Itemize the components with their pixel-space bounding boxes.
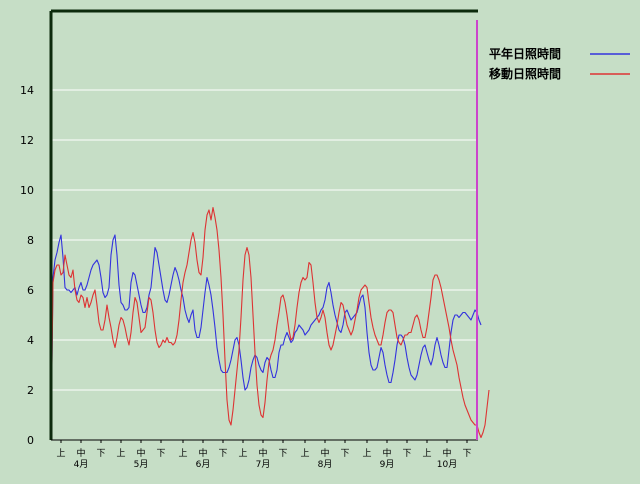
x-period-label: 下: [96, 449, 105, 459]
series-line-0: [50, 234, 482, 441]
x-month-label: 8月: [318, 459, 333, 470]
x-tick-labels: 上中下4月上中下5月上中下6月上中下7月上中下8月上中下9月上中下10月: [56, 447, 471, 470]
series-lines: [50, 206, 490, 441]
gridlines: [51, 89, 478, 391]
x-period-label: 上: [178, 448, 187, 459]
x-period-label: 下: [340, 449, 349, 459]
y-tick-label-8: 8: [27, 234, 34, 247]
x-period-label: 中: [382, 447, 391, 459]
x-period-label: 上: [116, 448, 125, 459]
x-period-label: 上: [56, 448, 65, 459]
x-month-label: 7月: [256, 459, 271, 470]
x-period-label: 中: [320, 447, 329, 459]
y-tick-label-10: 10: [20, 184, 34, 197]
y-tick-label-12: 12: [20, 134, 34, 147]
series-line-1: [50, 206, 490, 441]
x-period-label: 下: [156, 449, 165, 459]
x-period-label: 中: [76, 447, 85, 459]
x-month-label: 9月: [380, 459, 395, 470]
y-tick-label-2: 2: [27, 384, 34, 397]
x-period-label: 中: [442, 447, 451, 459]
x-period-label: 下: [462, 449, 471, 459]
x-period-label: 上: [422, 448, 431, 459]
axes: [49, 9, 478, 443]
x-period-label: 中: [198, 447, 207, 459]
x-month-label: 5月: [134, 459, 149, 470]
x-month-label: 6月: [196, 459, 211, 470]
x-period-label: 下: [278, 449, 287, 459]
y-tick-label-14: 14: [20, 84, 34, 97]
x-period-label: 上: [362, 448, 371, 459]
x-month-label: 4月: [74, 459, 89, 470]
y-tick-label-0: 0: [27, 434, 34, 447]
legend-label-0: 平年日照時間: [489, 46, 561, 61]
legend-label-1: 移動日照時間: [489, 66, 561, 81]
x-period-label: 中: [258, 447, 267, 459]
x-period-label: 上: [300, 448, 309, 459]
y-tick-label-4: 4: [27, 334, 34, 347]
y-tick-label-6: 6: [27, 284, 34, 297]
x-month-label: 10月: [437, 459, 457, 470]
x-period-label: 下: [402, 449, 411, 459]
x-period-label: 下: [218, 449, 227, 459]
y-tick-labels: 0 2 4 6 8 10 12 14: [20, 84, 34, 447]
x-period-label: 中: [136, 447, 145, 459]
x-period-label: 上: [238, 448, 247, 459]
